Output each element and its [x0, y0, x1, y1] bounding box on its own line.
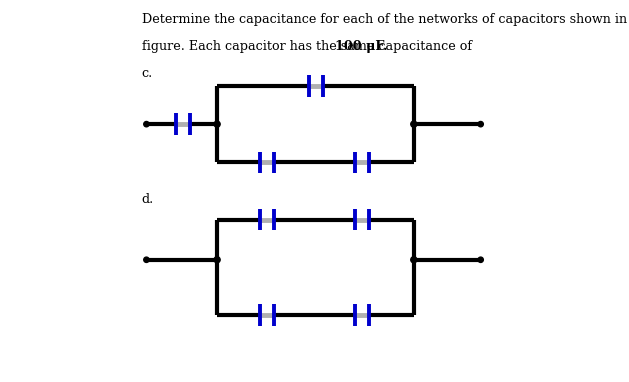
- Circle shape: [411, 121, 417, 127]
- Circle shape: [144, 257, 149, 262]
- Circle shape: [478, 257, 483, 262]
- Text: c.: c.: [142, 67, 153, 80]
- Circle shape: [478, 121, 483, 127]
- Text: 100 μF.: 100 μF.: [335, 40, 387, 53]
- Text: d.: d.: [142, 193, 154, 206]
- Circle shape: [144, 121, 149, 127]
- Circle shape: [411, 257, 417, 263]
- Text: Determine the capacitance for each of the networks of capacitors shown in the: Determine the capacitance for each of th…: [142, 13, 629, 26]
- Circle shape: [214, 257, 220, 263]
- Circle shape: [214, 121, 220, 127]
- Text: figure. Each capacitor has the same capacitance of: figure. Each capacitor has the same capa…: [142, 40, 476, 53]
